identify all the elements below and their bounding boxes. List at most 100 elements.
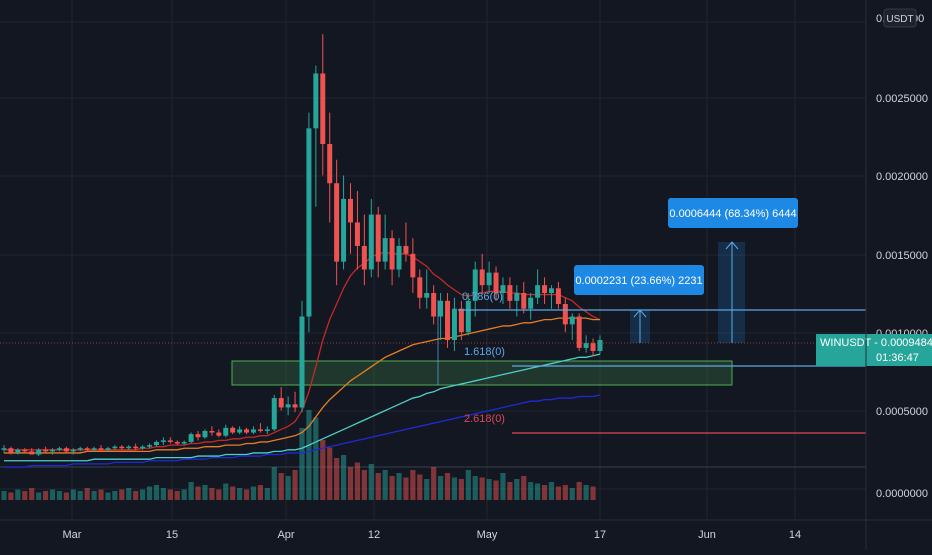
volume-bar bbox=[320, 440, 326, 500]
candle-body bbox=[479, 269, 485, 286]
candle-body bbox=[237, 429, 243, 433]
volume-bar bbox=[313, 417, 319, 500]
candle-body bbox=[50, 449, 56, 452]
candle-body bbox=[230, 427, 236, 433]
candle-body bbox=[528, 297, 534, 309]
volume-bar bbox=[375, 473, 381, 500]
candle-body bbox=[119, 446, 125, 449]
volume-bar bbox=[382, 470, 388, 500]
candle-body bbox=[91, 448, 97, 450]
volume-bar bbox=[403, 477, 409, 500]
volume-bar bbox=[119, 489, 125, 500]
candle-body bbox=[160, 440, 166, 442]
volume-bar bbox=[299, 428, 305, 500]
volume-bar bbox=[77, 491, 83, 500]
volume-bar bbox=[1, 491, 7, 500]
time-tick: Mar bbox=[63, 529, 82, 541]
volume-bar bbox=[167, 489, 173, 500]
candle-body bbox=[264, 429, 270, 431]
candle-body bbox=[320, 73, 326, 145]
candle-body bbox=[174, 441, 180, 444]
volume-bar bbox=[223, 483, 229, 500]
volume-bar bbox=[133, 491, 139, 500]
volume-bar bbox=[451, 477, 458, 500]
volume-bar bbox=[105, 492, 111, 500]
candle-body bbox=[555, 288, 561, 304]
volume-bar bbox=[548, 482, 555, 500]
volume-bar bbox=[541, 485, 548, 500]
price-tick: 0.0000000 bbox=[876, 488, 928, 500]
volume-bar bbox=[396, 473, 402, 500]
candlesticks bbox=[1, 34, 603, 457]
target-1-callout[interactable] bbox=[574, 265, 704, 295]
time-tick: May bbox=[477, 529, 498, 541]
candle-body bbox=[209, 430, 215, 433]
volume-bar bbox=[70, 489, 76, 500]
time-tick: 15 bbox=[166, 529, 178, 541]
volume-bar bbox=[49, 489, 56, 500]
candle-body bbox=[327, 144, 333, 184]
candle-body bbox=[382, 238, 388, 262]
candle-body bbox=[8, 448, 14, 453]
time-axis[interactable]: Mar 15 Apr 12 May 17 Jun 14 bbox=[63, 529, 802, 541]
volume-bar bbox=[174, 491, 180, 500]
volume-bar bbox=[22, 491, 28, 500]
candle-body bbox=[458, 308, 464, 333]
volume-bar bbox=[493, 480, 499, 500]
candle-body bbox=[147, 445, 153, 447]
candle-body bbox=[535, 285, 541, 298]
volume-bar bbox=[181, 489, 187, 500]
volume-bar bbox=[458, 479, 464, 500]
time-tick: Apr bbox=[277, 529, 294, 541]
price-tick: 0.0020000 bbox=[876, 171, 928, 183]
candle-body bbox=[375, 214, 381, 262]
candle-body bbox=[63, 448, 69, 452]
volume-bar bbox=[340, 455, 347, 500]
candle-body bbox=[250, 429, 256, 433]
volume-bar bbox=[15, 489, 21, 500]
support-zone[interactable] bbox=[231, 360, 733, 386]
volume-bar bbox=[84, 488, 90, 500]
candle-body bbox=[285, 404, 291, 408]
candle-body bbox=[202, 430, 208, 438]
candle-body bbox=[223, 427, 229, 436]
candle-body bbox=[334, 183, 340, 262]
volume-bar bbox=[417, 474, 423, 500]
volume-bar bbox=[146, 486, 153, 500]
candle-body bbox=[77, 448, 83, 450]
candle-body bbox=[140, 446, 146, 449]
last-price-symbol: WINUSDT - 0.0009484 bbox=[820, 337, 932, 349]
volume-bar bbox=[583, 485, 589, 500]
candle-body bbox=[105, 448, 111, 450]
candle-body bbox=[417, 277, 423, 298]
volume-bar bbox=[188, 482, 194, 500]
volume-bar bbox=[521, 476, 527, 500]
volume-bar bbox=[431, 467, 437, 500]
fib-2618-label: 2.618(0) bbox=[464, 413, 505, 425]
volume-bar bbox=[202, 485, 208, 500]
volume-bar bbox=[230, 486, 236, 500]
candle-body bbox=[1, 448, 7, 450]
moving-average-line bbox=[4, 353, 601, 462]
candle-body bbox=[133, 446, 139, 449]
volume-bar bbox=[91, 491, 97, 500]
candle-body bbox=[216, 432, 222, 436]
volume-bar bbox=[195, 486, 201, 500]
candle-body bbox=[354, 222, 360, 246]
candle-body bbox=[167, 440, 173, 442]
last-price-countdown: 01:36:47 bbox=[876, 352, 919, 364]
time-tick: 14 bbox=[789, 529, 801, 541]
volume-bar bbox=[500, 473, 506, 500]
candle-body bbox=[597, 340, 603, 352]
volume-bars bbox=[1, 410, 596, 500]
time-tick: Jun bbox=[698, 529, 716, 541]
candle-body bbox=[521, 293, 527, 309]
price-axis[interactable]: 0. 00 0.0025000 0.0020000 0.0015000 0.00… bbox=[876, 13, 928, 500]
currency-button[interactable] bbox=[883, 8, 917, 28]
candle-body bbox=[29, 451, 35, 455]
candle-body bbox=[15, 449, 21, 453]
candle-body bbox=[438, 300, 444, 317]
target-2-callout[interactable] bbox=[668, 198, 798, 228]
